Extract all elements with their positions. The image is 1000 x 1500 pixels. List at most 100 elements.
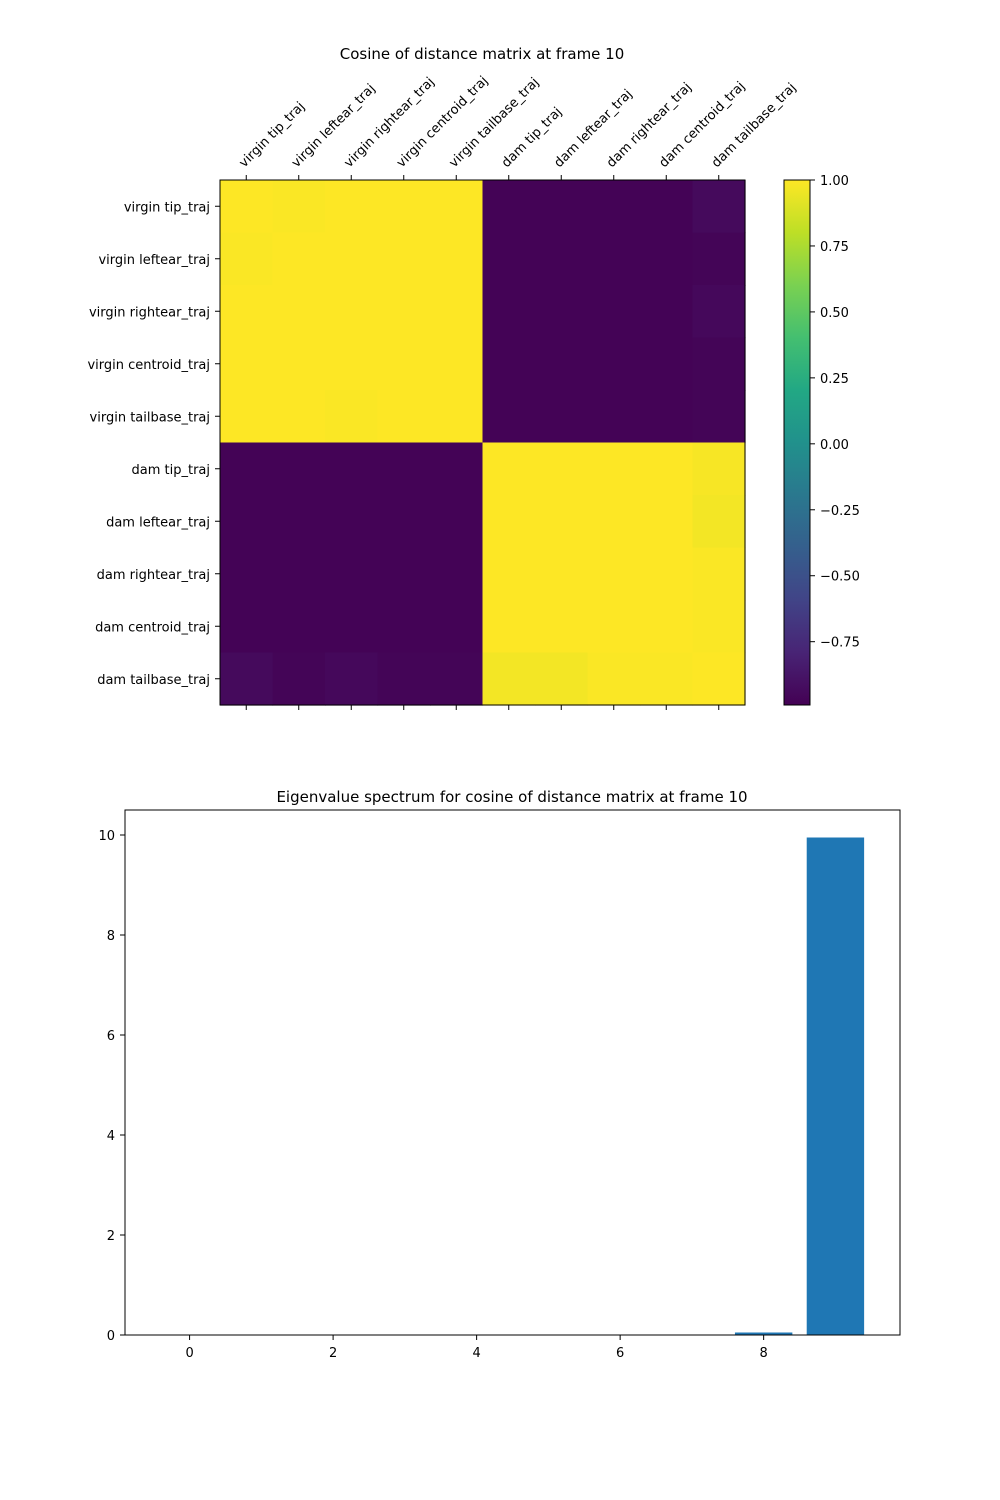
heatmap-cell — [535, 495, 589, 549]
heatmap-title: Cosine of distance matrix at frame 10 — [340, 45, 625, 63]
heatmap-cell — [535, 232, 589, 286]
heatmap-cell — [587, 232, 641, 286]
eigenvalue-bar — [734, 1332, 793, 1335]
colorbar-gradient — [784, 180, 810, 705]
heatmap-y-tick-label: dam tailbase_traj — [97, 673, 210, 688]
colorbar-tick-label: 0.50 — [820, 306, 849, 321]
heatmap-cell — [535, 285, 589, 339]
heatmap-cell — [692, 600, 746, 654]
colorbar-ticks: 1.00 0.75 0.50 0.25 0.00 −0.25 −0.50 −0.75 — [810, 174, 860, 651]
heatmap-cell — [325, 390, 379, 444]
heatmap-cell — [430, 390, 484, 444]
heatmap-y-tick-label: dam tip_traj — [132, 463, 211, 478]
heatmap-x-tick-label: virgin tailbase_traj — [446, 75, 542, 171]
heatmap-cell — [220, 495, 274, 549]
bar-chart-title: Eigenvalue spectrum for cosine of distan… — [276, 788, 747, 806]
heatmap-cell — [587, 180, 641, 234]
heatmap-cell — [377, 390, 431, 444]
heatmap-cell — [325, 180, 379, 234]
heatmap-cell — [430, 442, 484, 496]
heatmap-cell — [640, 180, 694, 234]
heatmap-cell — [640, 232, 694, 286]
colorbar-tick-label: −0.25 — [820, 504, 860, 519]
heatmap-y-tick-label: dam leftear_traj — [106, 515, 210, 530]
heatmap-cell — [325, 652, 379, 706]
bar-chart-subplot: Eigenvalue spectrum for cosine of distan… — [98, 788, 901, 1361]
heatmap-cell — [587, 390, 641, 444]
heatmap-cell — [272, 600, 326, 654]
bar-x-tick-label: 0 — [185, 1346, 193, 1361]
heatmap-cell — [692, 652, 746, 706]
bar-y-tick-label: 4 — [107, 1129, 115, 1144]
heatmap-cell — [640, 547, 694, 601]
heatmap-cell — [535, 600, 589, 654]
heatmap-cell — [535, 180, 589, 234]
heatmap-cell — [692, 337, 746, 391]
heatmap-cell — [430, 652, 484, 706]
heatmap-cell — [692, 180, 746, 234]
heatmap-cell — [430, 495, 484, 549]
heatmap-y-tick-label: virgin centroid_traj — [87, 358, 210, 373]
heatmap-frame — [219, 179, 746, 706]
heatmap-cell — [535, 337, 589, 391]
heatmap-cell — [272, 337, 326, 391]
heatmap-cell — [692, 390, 746, 444]
heatmap-cell — [272, 285, 326, 339]
heatmap-cell — [482, 442, 536, 496]
heatmap-cell — [640, 390, 694, 444]
heatmap-cell — [272, 232, 326, 286]
heatmap-cells — [220, 180, 746, 706]
heatmap-cell — [272, 390, 326, 444]
bar-x-tick-label: 4 — [472, 1346, 480, 1361]
bar-y-tick-label: 8 — [107, 929, 115, 944]
heatmap-cell — [272, 652, 326, 706]
eigenvalue-bar — [806, 837, 865, 1335]
heatmap-cell — [220, 390, 274, 444]
heatmap-y-tick-label: virgin tip_traj — [124, 200, 210, 215]
heatmap-cell — [587, 652, 641, 706]
bar-chart-x-ticks: 0 2 4 6 8 — [185, 1335, 768, 1361]
heatmap-cell — [430, 285, 484, 339]
heatmap-cell — [377, 547, 431, 601]
heatmap-cell — [587, 337, 641, 391]
colorbar-tick-label: −0.75 — [820, 636, 860, 651]
bar-x-tick-label: 6 — [616, 1346, 624, 1361]
heatmap-cell — [692, 495, 746, 549]
bar-chart-frame — [124, 809, 901, 1336]
heatmap-cell — [377, 442, 431, 496]
heatmap-subplot: Cosine of distance matrix at frame 10 vi… — [87, 45, 799, 710]
heatmap-cell — [377, 495, 431, 549]
heatmap-cell — [640, 652, 694, 706]
heatmap-cell — [325, 547, 379, 601]
heatmap-cell — [430, 180, 484, 234]
heatmap-cell — [482, 337, 536, 391]
heatmap-cell — [535, 547, 589, 601]
heatmap-y-tick-label: virgin leftear_traj — [98, 253, 210, 268]
colorbar-tick-label: 0.25 — [820, 372, 849, 387]
bar-chart-bars — [734, 837, 865, 1335]
heatmap-cell — [272, 442, 326, 496]
heatmap-cell — [482, 600, 536, 654]
heatmap-cell — [587, 285, 641, 339]
bar-y-tick-label: 6 — [107, 1029, 115, 1044]
bar-chart-y-ticks: 0 2 4 6 8 10 — [98, 829, 125, 1344]
heatmap-cell — [482, 495, 536, 549]
heatmap-cell — [535, 442, 589, 496]
heatmap-cell — [430, 547, 484, 601]
heatmap-cell — [640, 285, 694, 339]
heatmap-cell — [220, 442, 274, 496]
heatmap-cell — [482, 547, 536, 601]
bar-x-tick-label: 8 — [760, 1346, 768, 1361]
heatmap-cell — [640, 442, 694, 496]
heatmap-cell — [220, 232, 274, 286]
heatmap-cell — [430, 600, 484, 654]
colorbar-frame — [783, 179, 811, 706]
heatmap-cell — [220, 337, 274, 391]
heatmap-cell — [692, 232, 746, 286]
heatmap-cell — [430, 337, 484, 391]
colorbar-tick-label: 0.00 — [820, 438, 849, 453]
heatmap-cell — [587, 547, 641, 601]
heatmap-cell — [325, 442, 379, 496]
heatmap-cell — [377, 232, 431, 286]
